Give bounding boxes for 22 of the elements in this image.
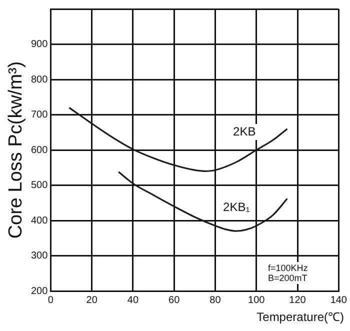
y-tick-label: 900 bbox=[30, 39, 48, 50]
y-axis-title: Core Loss Pc(kw/m³) bbox=[6, 61, 28, 239]
y-tick-label: 200 bbox=[30, 286, 48, 297]
y-tick-label: 400 bbox=[30, 215, 48, 226]
annotation: B=200mT bbox=[268, 273, 308, 283]
x-axis-title: Temperature(℃) bbox=[256, 309, 344, 325]
series-label: 2KB bbox=[233, 124, 256, 138]
annotation: f=100KHz bbox=[268, 263, 308, 273]
y-tick-label: 700 bbox=[30, 110, 48, 120]
x-tick-label: 100 bbox=[248, 294, 266, 306]
x-tick-label: 0 bbox=[48, 294, 54, 306]
y-tick-label: 500 bbox=[30, 180, 48, 191]
x-tick-label: 120 bbox=[289, 294, 306, 306]
x-tick-label: 60 bbox=[168, 294, 180, 306]
x-tick-label: 140 bbox=[330, 294, 348, 306]
y-tick-label: 800 bbox=[30, 74, 48, 86]
x-tick-label: 40 bbox=[127, 294, 139, 306]
series-label: 2KB₁ bbox=[223, 200, 250, 214]
x-tick-label: 20 bbox=[86, 294, 98, 306]
y-tick-label: 300 bbox=[30, 250, 48, 262]
y-tick-label: 600 bbox=[30, 144, 48, 156]
x-tick-label: 80 bbox=[210, 294, 222, 306]
